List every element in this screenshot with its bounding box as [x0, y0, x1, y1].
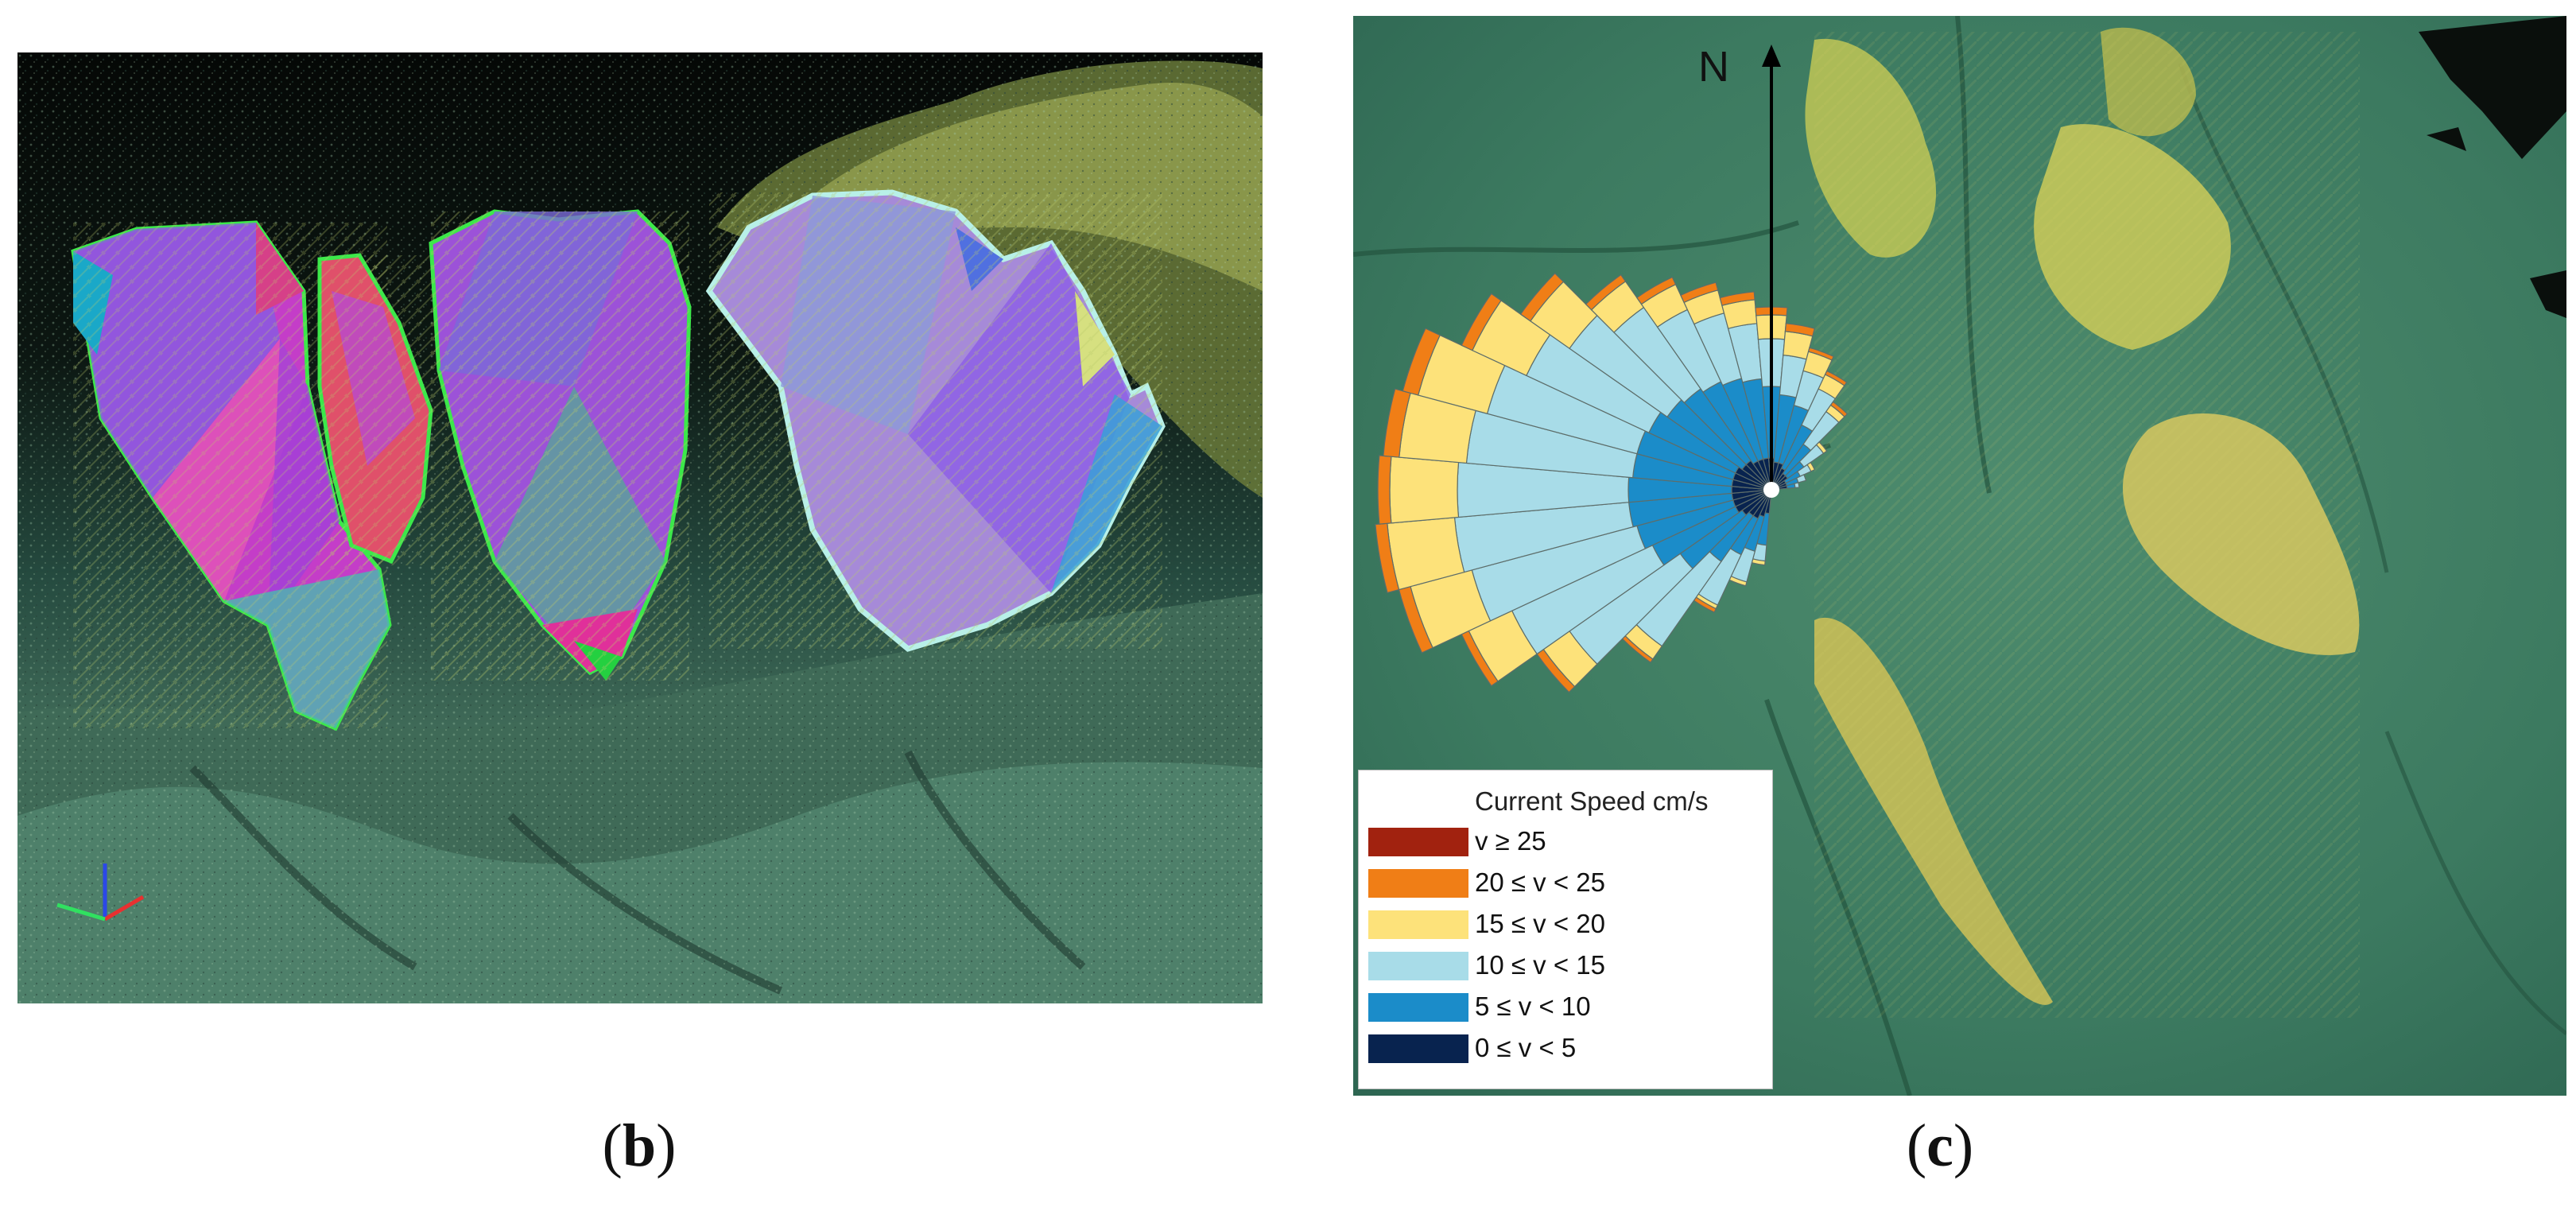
convex-hull-centre [429, 209, 692, 681]
rose-segment [1635, 276, 1677, 305]
legend-label: 15 ≤ v < 20 [1475, 909, 1605, 938]
rose-segment [1784, 323, 1816, 337]
rose-segment [1375, 522, 1400, 594]
speed-legend: Current Speed cm/s v ≥ 25 20 ≤ v < 25 15… [1358, 770, 1773, 1089]
legend-swatch [1368, 869, 1468, 898]
axis-triad-icon [56, 864, 145, 922]
rose-segment [1461, 293, 1502, 351]
legend-label: 10 ≤ v < 15 [1475, 950, 1605, 980]
legend-item: 0 ≤ v < 5 [1365, 1030, 1767, 1066]
legend-item: 10 ≤ v < 15 [1365, 947, 1767, 984]
convex-hull-small [317, 253, 433, 565]
panel-c-orthomosaic-image: N [1353, 16, 2566, 1096]
north-arrow [1762, 45, 1781, 498]
caption-c: (c) [1906, 1112, 1974, 1179]
rose-segment [1680, 281, 1719, 304]
rose-segment [1389, 456, 1460, 524]
rose-segment [1402, 328, 1441, 396]
legend-label: 0 ≤ v < 5 [1475, 1033, 1577, 1062]
legend-swatch [1368, 993, 1468, 1022]
caption-b: (b) [602, 1112, 677, 1179]
rose-segment [1806, 461, 1816, 472]
rose-segment [1794, 482, 1800, 489]
rose-segment [1829, 401, 1849, 417]
legend-label: v ≥ 25 [1475, 826, 1546, 856]
legend-item: v ≥ 25 [1365, 823, 1767, 860]
rose-segment [1815, 441, 1828, 454]
legend-label: 20 ≤ v < 25 [1475, 867, 1605, 897]
rose-segment [1824, 370, 1848, 386]
rose-segment [1795, 474, 1807, 483]
legend-item: 5 ≤ v < 10 [1365, 988, 1767, 1025]
sea-fan-shapes [1805, 27, 2360, 1018]
panel-b-pointcloud-image [17, 52, 1263, 1003]
rose-segment [1807, 347, 1834, 361]
legend-swatch [1368, 952, 1468, 980]
legend-item: 15 ≤ v < 20 [1365, 906, 1767, 942]
legend-swatch [1368, 1034, 1468, 1063]
rose-segment [1377, 455, 1392, 525]
north-label: N [1698, 43, 1729, 91]
convex-hull-right [705, 189, 1166, 652]
legend-title: Current Speed cm/s [1475, 786, 1709, 816]
legend-label: 5 ≤ v < 10 [1475, 992, 1591, 1021]
legend-swatch [1368, 828, 1468, 856]
legend-item: 20 ≤ v < 25 [1365, 864, 1767, 901]
rose-segment [1519, 272, 1565, 322]
rose-segment [1585, 274, 1627, 311]
legend-swatch [1368, 910, 1468, 939]
rose-segment [1719, 291, 1755, 306]
rose-segment [1383, 388, 1411, 458]
